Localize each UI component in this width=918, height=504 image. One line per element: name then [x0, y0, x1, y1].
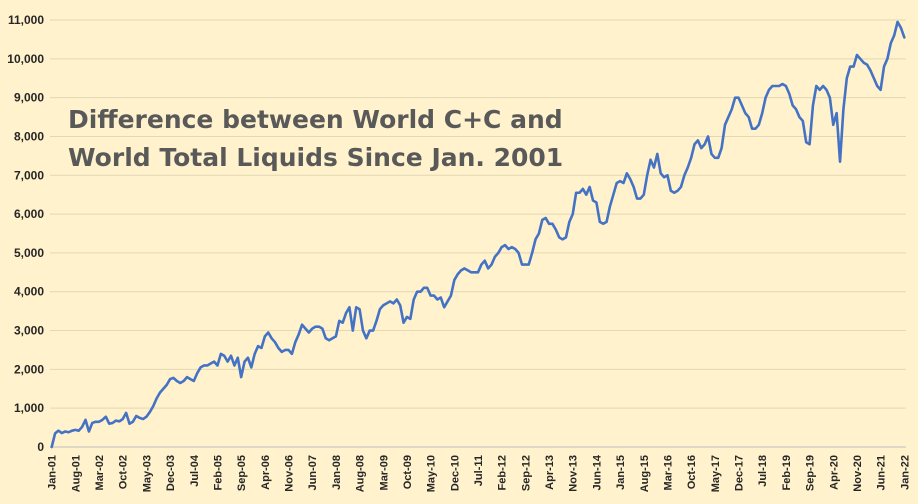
- y-tick-label: 8,000: [14, 129, 44, 143]
- x-tick-label: Jul-11: [473, 455, 485, 486]
- y-axis-tick-labels: 0 1,000 2,000 3,000 4,000 5,000 6,000 7,000 8,00…: [7, 13, 44, 454]
- x-tick-label: Oct-16: [686, 455, 698, 489]
- x-tick-label: Jan-22: [899, 455, 911, 490]
- chart-title-line-1: Difference between World C+C and: [68, 105, 563, 134]
- x-tick-label: Mar-02: [94, 455, 106, 490]
- y-tick-label: 0: [37, 440, 44, 454]
- x-tick-label: Sep-05: [236, 455, 248, 491]
- x-tick-label: Jun-21: [876, 455, 888, 490]
- x-axis-tick-labels: Jan-01 Aug-01 Mar-02 Oct-02 May-03 Dec-03 Jul-…: [47, 454, 912, 492]
- y-tick-label: 9,000: [14, 91, 44, 105]
- x-tick-label: Aug-08: [355, 455, 367, 492]
- x-tick-label: Apr-20: [828, 455, 840, 490]
- x-tick-label: Mar-09: [378, 455, 390, 490]
- x-tick-label: Feb-05: [212, 455, 224, 490]
- x-tick-label: Aug-01: [70, 455, 82, 492]
- x-tick-label: Nov-06: [284, 455, 296, 492]
- x-tick-label: Nov-20: [852, 455, 864, 492]
- x-tick-label: Apr-06: [260, 455, 272, 490]
- chart-title-line-2: World Total Liquids Since Jan. 2001: [68, 143, 563, 172]
- y-tick-label: 5,000: [14, 246, 44, 260]
- x-tick-label: Jul-04: [189, 454, 201, 487]
- x-tick-label: Dec-10: [449, 455, 461, 491]
- x-tick-label: May-10: [426, 455, 438, 492]
- x-tick-label: Jul-18: [757, 455, 769, 487]
- x-tick-label: Jun-07: [307, 455, 319, 490]
- chart-title: Difference between World C+C and World T…: [68, 105, 563, 172]
- x-tick-label: Apr-13: [544, 455, 556, 490]
- x-tick-label: Sep-12: [520, 455, 532, 491]
- y-tick-label: 1,000: [14, 401, 44, 415]
- series-line: [50, 20, 906, 449]
- x-tick-label: Oct-09: [402, 455, 414, 489]
- x-tick-label: Sep-19: [805, 455, 817, 491]
- y-tick-label: 2,000: [14, 362, 44, 376]
- x-tick-label: May-17: [710, 455, 722, 492]
- x-tick-label: Dec-03: [165, 455, 177, 491]
- y-tick-label: 11,000: [8, 13, 44, 27]
- x-tick-label: Jan-08: [331, 455, 343, 490]
- y-tick-label: 6,000: [14, 207, 44, 221]
- x-tick-label: Dec-17: [734, 455, 746, 491]
- x-tick-label: Jun-14: [591, 454, 603, 490]
- x-tick-label: Jan-15: [615, 455, 627, 490]
- x-tick-label: May-03: [141, 455, 153, 492]
- y-tick-label: 7,000: [14, 168, 44, 182]
- x-tick-label: Feb-12: [497, 455, 509, 490]
- y-tick-label: 3,000: [14, 324, 44, 338]
- x-tick-label: Feb-19: [781, 455, 793, 490]
- x-tick-label: Oct-02: [118, 455, 130, 489]
- x-tick-label: Nov-13: [568, 455, 580, 492]
- y-tick-label: 10,000: [7, 52, 44, 66]
- x-tick-label: Aug-15: [639, 455, 651, 492]
- x-tick-label: Jan-01: [47, 455, 59, 490]
- x-tick-label: Mar-16: [662, 455, 674, 490]
- y-tick-label: 4,000: [14, 285, 44, 299]
- gridlines: [50, 19, 906, 448]
